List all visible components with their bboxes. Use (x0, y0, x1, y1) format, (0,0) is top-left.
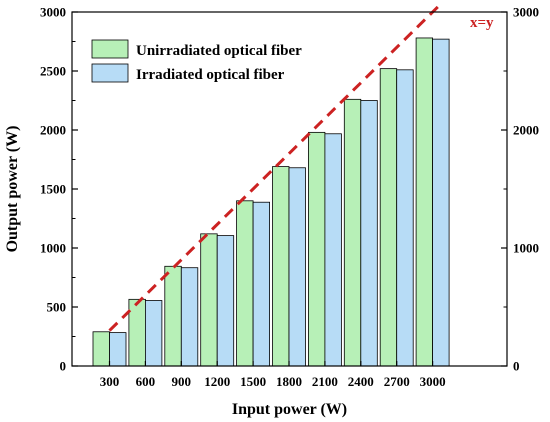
right-tick-label: 0 (513, 359, 520, 374)
x-tick-label: 1500 (240, 374, 266, 389)
left-tick-label: 2000 (40, 123, 66, 138)
legend: Unirradiated optical fiber Irradiated op… (91, 39, 302, 83)
bar-irradiated-600 (144, 300, 163, 367)
bar-unirradiated-1800 (272, 166, 290, 367)
bar-irradiated-1200 (216, 235, 235, 367)
bars-group (92, 37, 450, 367)
bar-unirradiated-3000 (415, 37, 434, 367)
bar-irradiated-2700 (396, 69, 414, 367)
reference-line-x-equals-y (108, 2, 443, 332)
bar-unirradiated-2700 (379, 68, 398, 367)
x-tick-label: 2700 (384, 374, 410, 389)
bar-irradiated-1800 (288, 167, 306, 367)
right-tick-label: 1000 (513, 241, 539, 256)
bar-unirradiated-2400 (343, 98, 362, 367)
reference-line-label: x=y (470, 15, 494, 31)
bar-unirradiated-1200 (200, 233, 218, 367)
bar-unirradiated-600 (128, 298, 146, 367)
y-axis-title: Output power (W) (4, 126, 21, 253)
x-axis: 300 600 900 1200 1500 1800 2100 2400 2700 3000 (100, 361, 446, 389)
left-y-axis: 0 500 1000 1500 2000 2500 3000 (40, 5, 78, 374)
x-axis-title: Input power (W) (232, 401, 347, 418)
left-tick-label: 2500 (40, 64, 66, 79)
x-tick-label: 900 (172, 374, 192, 389)
right-tick-label: 3000 (513, 5, 539, 20)
bar-unirradiated-1500 (236, 200, 254, 367)
x-tick-label: 3000 (420, 374, 446, 389)
x-tick-label: 2100 (312, 374, 338, 389)
legend-label-irradiated: Irradiated optical fiber (136, 67, 285, 83)
bar-irradiated-300 (109, 332, 127, 367)
bar-unirradiated-900 (164, 265, 182, 367)
right-tick-label: 2000 (513, 123, 539, 138)
bar-irradiated-3000 (432, 38, 450, 367)
left-tick-label: 0 (60, 359, 67, 374)
bar-irradiated-1500 (252, 201, 271, 367)
legend-swatch-unirradiated (91, 39, 129, 59)
bar-unirradiated-300 (92, 331, 110, 367)
right-y-axis: 0 1000 2000 3000 (501, 5, 539, 374)
bar-unirradiated-2100 (307, 131, 326, 367)
left-tick-label: 3000 (40, 5, 66, 20)
x-tick-label: 1200 (204, 374, 230, 389)
x-tick-label: 2400 (348, 374, 374, 389)
bar-irradiated-2400 (360, 100, 378, 367)
left-tick-label: 500 (47, 300, 67, 315)
x-tick-label: 600 (136, 374, 156, 389)
bar-irradiated-2100 (324, 133, 342, 367)
x-tick-label: 300 (100, 374, 120, 389)
left-tick-label: 1500 (40, 182, 66, 197)
legend-label-unirradiated: Unirradiated optical fiber (136, 43, 302, 59)
legend-swatch-irradiated (91, 63, 129, 83)
bar-irradiated-900 (180, 267, 199, 367)
x-tick-label: 1800 (276, 374, 302, 389)
left-tick-label: 1000 (40, 241, 66, 256)
